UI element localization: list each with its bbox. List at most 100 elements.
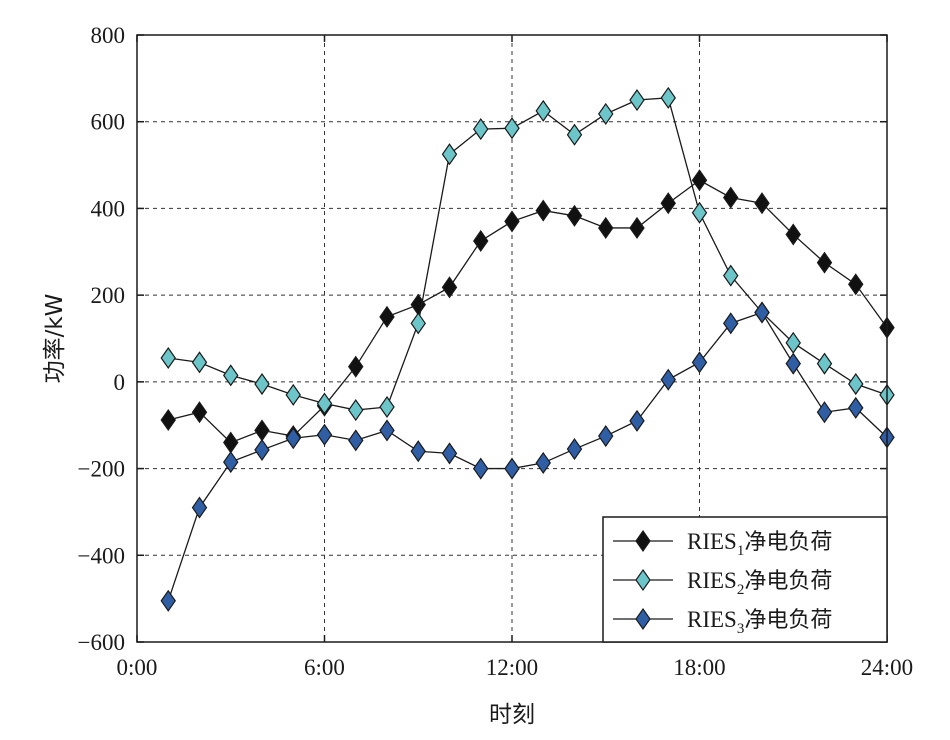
series-3 [160,301,895,612]
legend-prefix: RIES [687,607,737,632]
series-3-point [816,401,833,424]
series-1-point [785,223,801,246]
series-1-point [535,199,551,222]
x-axis-label: 时刻 [489,702,535,728]
x-tick-label: 18:00 [673,655,725,680]
series-3-point [191,496,208,519]
series-2-point [816,352,833,375]
legend-prefix: RIES [687,529,737,554]
series-2-point [348,398,364,422]
y-tick-label: 600 [91,110,126,135]
series-3-point [254,438,270,461]
series-1-point [254,419,270,442]
series-2-line [168,97,888,411]
y-tick-label: 0 [114,370,126,395]
series-3-point [754,301,770,324]
series-3-point [441,442,458,465]
series-2-point [285,383,301,406]
series-1-point [473,229,489,252]
series-2-point [379,395,395,419]
series-1-point [723,186,739,209]
series-2-point [785,331,801,354]
series-2-point [254,372,270,396]
series-3-point [629,409,645,432]
series-1-point [191,401,208,424]
x-tick-label: 12:00 [486,655,538,680]
legend-label: RIES1净电负荷 [687,529,832,559]
y-tick-label: −600 [78,630,125,655]
series-1-point [816,251,833,274]
series-3-point [723,312,739,335]
legend-subscript: 1 [737,543,745,559]
y-tick-label: −200 [78,457,125,482]
legend-label: RIES3净电负荷 [687,607,832,637]
legend-subscript: 3 [737,621,745,637]
series-2-point [410,312,426,335]
series-2-point [660,86,676,109]
series-3-point [785,352,801,375]
legend-marker [635,607,651,631]
series-2-point [191,351,208,374]
series-1-point [379,305,395,328]
series-3-point [379,419,395,442]
x-tick-label: 24:00 [861,655,913,680]
series-2-point [316,392,333,415]
series-1-point [660,192,676,215]
legend-subscript: 2 [737,582,745,598]
y-tick-label: 800 [91,23,126,48]
series-2-point [691,201,708,224]
x-tick-label: 0:00 [117,655,158,680]
y-tick-label: 400 [91,196,126,221]
series-2-point [160,346,176,370]
series-2-point [566,123,583,146]
series-3-point [504,457,520,480]
series-3-point [598,425,614,448]
series-1-point [691,169,708,192]
series-3-point [473,457,489,480]
series-2-point [535,99,551,122]
series-3-point [660,368,676,391]
series-2-point [848,372,864,396]
series-1-point [223,431,239,454]
series-1 [160,169,895,454]
series-2-point [598,102,614,125]
series-2-point [441,143,458,166]
legend-marker [635,529,651,553]
series-3-point [285,427,301,450]
legend-item-3: RIES3净电负荷 [613,607,832,637]
legend-marker [635,568,651,592]
series-1-point [160,408,176,432]
series-1-line [168,179,888,444]
series-2-point [504,117,520,140]
y-tick-label: −400 [78,543,125,568]
series-1-point [504,210,520,233]
series-3-point [348,429,364,452]
legend-suffix: 净电负荷 [744,530,832,555]
series-2-point [223,364,239,387]
series-3-point [316,423,333,446]
legend-item-2: RIES2净电负荷 [613,568,832,598]
series-layer [160,86,895,612]
series-1-point [629,216,645,239]
legend-label: RIES2净电负荷 [687,568,832,598]
series-3-point [566,438,583,461]
legend-suffix: 净电负荷 [744,608,832,633]
series-3-point [691,351,708,374]
series-1-point [441,276,458,299]
series-2-point [629,88,645,112]
series-3-point [223,451,239,474]
y-axis-label: 功率/kW [42,294,68,384]
series-3-point [410,440,426,463]
legend-item-1: RIES1净电负荷 [613,529,832,559]
series-3-point [535,451,551,474]
series-1-point [566,204,583,227]
series-1-point [348,355,364,378]
series-3-point [848,396,864,419]
series-1-point [754,192,770,215]
x-tick-label: 6:00 [304,655,345,680]
legend-suffix: 净电负荷 [744,569,832,594]
